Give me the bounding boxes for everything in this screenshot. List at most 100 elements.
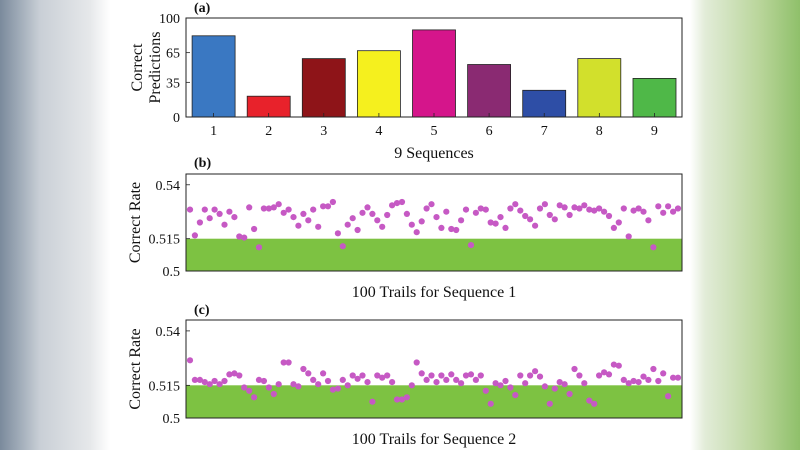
panel-c-point-59 [472, 376, 479, 383]
panel-a-xtick-7: 7 [541, 124, 548, 139]
panel-b-label: (b) [194, 156, 211, 171]
panel-b-point-90 [625, 233, 632, 240]
panel-c-point-89 [620, 376, 627, 383]
panel-c-point-54 [448, 371, 455, 378]
panel-b-point-69 [522, 212, 529, 220]
panel-c-ytick-0.54: 0.54 [156, 325, 181, 340]
panel-a-xtick-4: 4 [375, 124, 382, 139]
panel-c-point-52 [438, 372, 445, 379]
panel-c-point-79 [571, 365, 578, 373]
panel-c-point-55 [453, 376, 460, 383]
panel-c-plot-frame [185, 319, 683, 419]
panel-c-point-26 [310, 376, 317, 383]
panel-b-point-31 [334, 230, 341, 237]
panel-b-point-44 [398, 198, 406, 206]
panel-c-point-94 [645, 376, 652, 383]
panel-c-point-84 [596, 372, 603, 379]
panel-c-point-15 [255, 376, 263, 383]
panel-b-point-79 [571, 204, 578, 211]
panel-c-ytick-0.5: 0.5 [163, 412, 181, 427]
panel-b-point-95 [650, 244, 657, 251]
chart-figure: (a) 1 2 3 4 5 6 7 8 9 0 35 65 100 Correct Predictions 9 … [127, 1, 683, 448]
panel-a-bar-7 [522, 89, 567, 118]
panel-a-ytick-35: 35 [166, 76, 180, 91]
panel-c-point-44 [398, 396, 406, 403]
panel-b-point-82 [586, 206, 593, 213]
panel-c-point-38 [369, 398, 376, 405]
panel-c-point-29 [324, 377, 332, 385]
panel-c-point-18 [270, 390, 277, 398]
panel-a-ylabel-line2: Predictions [147, 32, 164, 104]
panel-b-point-40 [379, 223, 386, 230]
panel-b-point-41 [384, 211, 391, 219]
panel-c-point-74 [546, 400, 553, 407]
panel-b-point-43 [393, 200, 401, 207]
panel-c-point-4 [201, 379, 208, 386]
panel-c-threshold-band [186, 385, 682, 418]
panel-a-ytick-0: 0 [173, 111, 180, 126]
panel-b-ytick-0.5: 0.5 [163, 265, 181, 280]
panel-b-point-13 [246, 204, 253, 211]
panel-b-point-91 [630, 207, 637, 214]
panel-b-point-17 [265, 205, 272, 212]
panel-c-point-19 [275, 381, 282, 388]
panel-b-point-83 [591, 207, 598, 214]
panel-b-point-97 [660, 209, 667, 216]
panel-b-point-50 [428, 201, 435, 208]
panel-c-point-60 [477, 372, 484, 379]
panel-b-point-96 [655, 203, 662, 210]
panel-c-point-86 [605, 371, 613, 378]
panel-a-bar-9 [632, 78, 677, 118]
panel-b-point-71 [532, 222, 539, 229]
panel-c-point-46 [408, 382, 415, 389]
panel-b-ytick-0.54: 0.54 [156, 179, 181, 194]
panel-a-bar-3 [301, 58, 346, 118]
panel-b-point-4 [201, 206, 208, 213]
panel-b-point-78 [566, 211, 573, 219]
panel-c-point-32 [339, 376, 346, 383]
panel-c-point-92 [635, 379, 642, 386]
panel-a-bar-5 [412, 29, 456, 118]
panel-b-point-38 [369, 210, 376, 217]
panel-b-point-89 [620, 205, 627, 212]
panel-b-point-55 [453, 226, 460, 234]
panel-c-point-77 [561, 381, 568, 388]
panel-b-point-19 [275, 201, 282, 208]
panel-a-xtick-6: 6 [486, 124, 493, 139]
panel-a-bar-4 [356, 50, 401, 118]
panel-c-point-78 [566, 390, 573, 398]
panel-c-point-80 [576, 372, 583, 379]
panel-c-point-40 [379, 374, 386, 381]
panel-c-point-82 [586, 397, 593, 404]
panel-a-bar-1 [191, 35, 236, 118]
panel-b-ylabel: Correct Rate [127, 182, 144, 263]
panel-b-xlabel: 100 Trails for Sequence 1 [352, 284, 516, 301]
panel-a-label: (a) [194, 1, 211, 16]
panel-c-point-6 [211, 377, 218, 385]
panel-c-point-56 [458, 380, 465, 387]
panel-b-point-63 [492, 220, 499, 227]
panel-c-point-81 [581, 380, 588, 387]
panel-c-point-71 [532, 368, 539, 375]
panel-b-point-93 [640, 208, 647, 215]
panel-b-point-48 [418, 218, 425, 225]
panel-c-point-39 [374, 372, 381, 379]
panel-b-point-53 [443, 208, 450, 215]
panel-c-point-12 [241, 384, 248, 391]
panel-b-point-29 [324, 203, 332, 210]
panel-b-point-8 [221, 221, 228, 228]
panel-c-point-88 [615, 362, 622, 369]
panel-b-point-46 [408, 221, 415, 228]
panel-b-point-85 [601, 208, 608, 215]
panel-c-point-47 [413, 359, 420, 366]
panel-c-point-30 [329, 386, 336, 393]
panel-c-point-2 [191, 376, 198, 383]
panel-b-point-58 [467, 242, 475, 249]
panel-c-point-17 [265, 384, 272, 391]
panel-b-point-28 [320, 203, 327, 210]
panel-b-point-36 [359, 209, 366, 216]
panel-c-point-43 [393, 396, 401, 403]
panel-b-point-66 [507, 205, 514, 212]
panel-c-point-5 [206, 381, 213, 388]
panel-c-point-24 [300, 365, 307, 373]
